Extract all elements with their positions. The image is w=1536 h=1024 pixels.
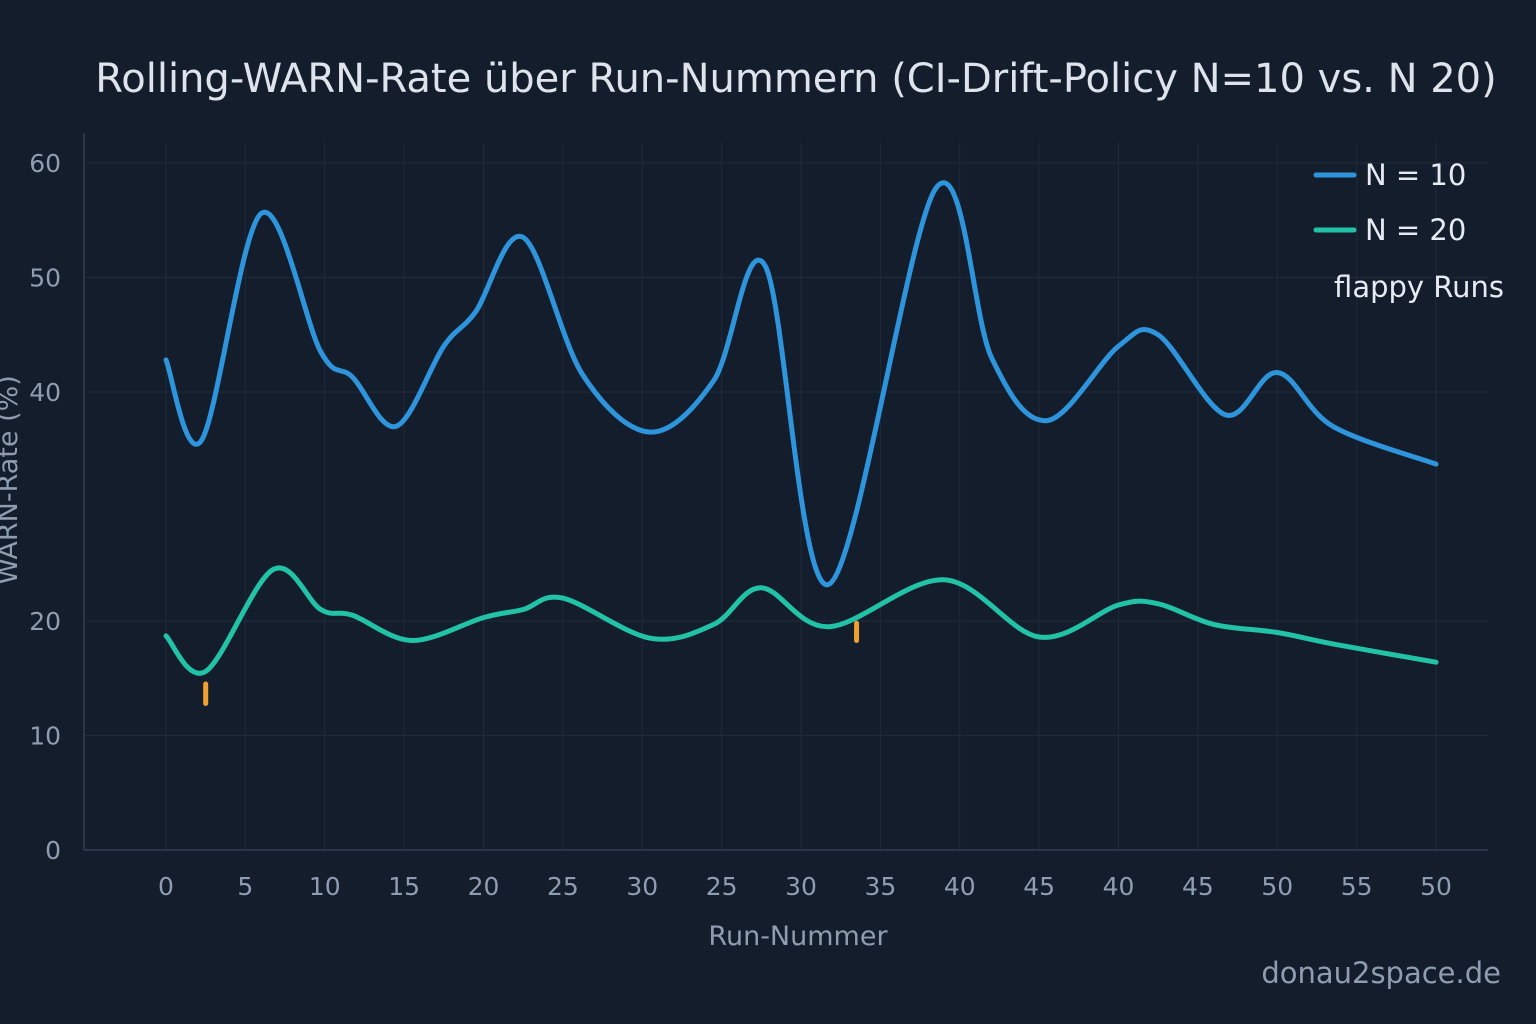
watermark: donau2space.de [1261, 956, 1501, 990]
x-axis-label: Run-Nummer [708, 921, 888, 952]
y-axis-label: WARN-Rate (%) [0, 375, 24, 585]
y-tick-label-0: 0 [45, 836, 61, 865]
y-tick-label-40: 40 [29, 378, 61, 407]
y-tick-label-50: 50 [29, 264, 61, 293]
legend-label-flappy: flappy Runs [1334, 270, 1504, 304]
y-tick-label-60: 60 [29, 149, 61, 178]
x-tick-label-10: 40 [944, 872, 976, 901]
x-tick-labels: 0 5 10 15 20 25 30 25 30 35 40 45 40 45 50 55 50 [158, 872, 1452, 901]
x-tick-label-2: 10 [309, 872, 341, 901]
x-tick-label-1: 5 [237, 872, 253, 901]
x-tick-label-6: 30 [626, 872, 658, 901]
x-tick-label-5: 25 [547, 872, 579, 901]
x-tick-label-8: 30 [785, 872, 817, 901]
axes [83, 133, 1488, 851]
grid [84, 143, 1488, 850]
x-tick-label-0: 0 [158, 872, 174, 901]
x-tick-label-3: 15 [388, 872, 420, 901]
y-tick-label-20: 20 [29, 607, 61, 636]
series-line-n20 [163, 565, 1439, 676]
x-tick-label-16: 50 [1420, 872, 1452, 901]
x-tick-label-14: 50 [1261, 872, 1293, 901]
x-tick-label-11: 45 [1023, 872, 1055, 901]
legend: N = 10 N = 20 flappy Runs [1313, 158, 1504, 304]
flappy-markers [203, 620, 860, 706]
series-line-n10 [163, 180, 1439, 587]
legend-label-n10: N = 10 [1365, 158, 1466, 192]
y-tick-labels: 0 10 20 40 50 60 [29, 149, 61, 865]
x-tick-label-9: 35 [864, 872, 896, 901]
x-tick-label-13: 45 [1182, 872, 1214, 901]
x-tick-label-7: 25 [706, 872, 738, 901]
legend-label-n20: N = 20 [1365, 213, 1466, 247]
x-tick-label-4: 20 [468, 872, 500, 901]
series-lines [163, 180, 1439, 676]
x-tick-label-12: 40 [1103, 872, 1135, 901]
y-tick-label-10: 10 [29, 722, 61, 751]
chart-title: Rolling-WARN-Rate über Run-Nummern (CI-D… [95, 56, 1496, 102]
x-tick-label-15: 55 [1341, 872, 1373, 901]
